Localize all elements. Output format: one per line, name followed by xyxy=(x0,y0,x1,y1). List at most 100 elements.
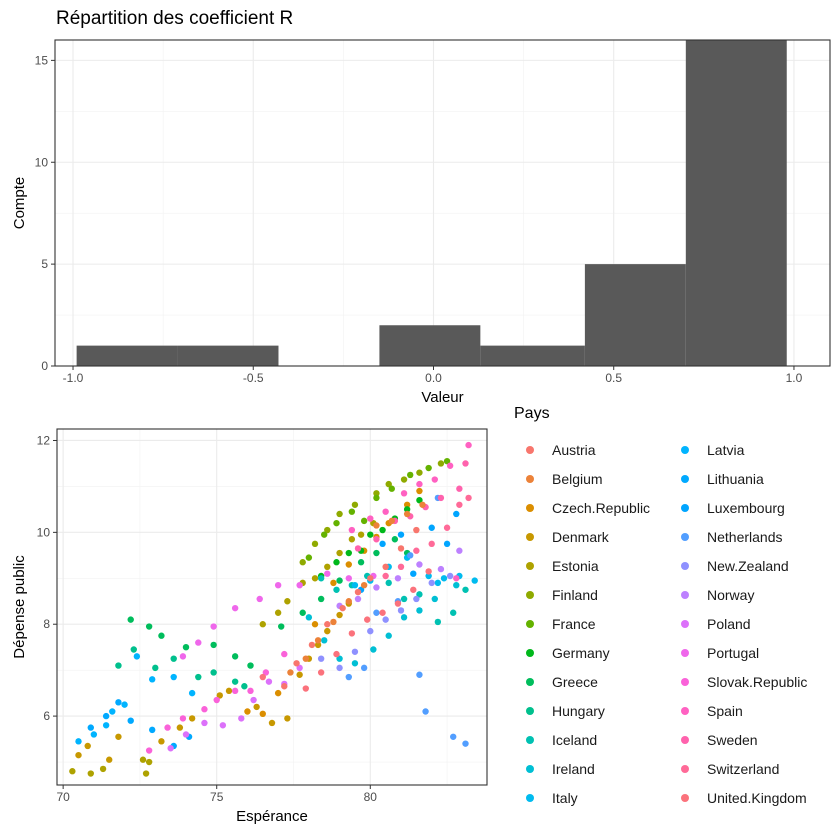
x-tick-label: 80 xyxy=(364,790,378,804)
scatter-point xyxy=(450,609,457,616)
scatter-point xyxy=(152,664,159,672)
scatter-point xyxy=(274,581,282,589)
legend-item: Hungary xyxy=(514,701,605,721)
scatter-point xyxy=(210,623,217,630)
scatter-point xyxy=(364,616,371,623)
scatter-point xyxy=(133,653,141,660)
scatter-point xyxy=(145,758,153,766)
scatter-point xyxy=(465,494,472,502)
legend-label: Austria xyxy=(552,442,596,458)
scatter-point xyxy=(314,637,322,644)
scatter-point xyxy=(407,471,414,479)
histogram-bar xyxy=(480,345,585,366)
scatter-point xyxy=(317,669,325,676)
scatter-point xyxy=(360,517,368,525)
scatter-point xyxy=(397,563,405,571)
scatter-point xyxy=(87,770,94,777)
scatter-point xyxy=(336,611,343,619)
scatter-point xyxy=(388,517,395,525)
scatter-point xyxy=(351,648,359,655)
scatter-point xyxy=(69,768,76,775)
scatter-point xyxy=(367,627,374,635)
scatter-point xyxy=(453,581,460,589)
scatter-point xyxy=(367,515,374,522)
legend-item: Greece xyxy=(514,672,598,692)
scatter-point xyxy=(351,501,359,508)
scatter-point xyxy=(416,480,423,488)
scatter-point xyxy=(336,664,343,672)
legend-label: Switzerland xyxy=(707,761,780,777)
legend-item: United.Kingdom xyxy=(669,788,807,808)
legend-key xyxy=(526,591,534,599)
scatter-point xyxy=(176,724,184,731)
scatter-point xyxy=(90,731,98,738)
scatter-point xyxy=(284,598,291,605)
legend-label: Latvia xyxy=(707,442,745,458)
scatter-point xyxy=(281,683,288,690)
legend-key xyxy=(526,446,534,454)
scatter-point xyxy=(241,683,248,690)
scatter-point xyxy=(348,536,356,543)
scatter-point xyxy=(324,563,331,571)
scatter-point xyxy=(453,510,460,518)
scatter-point xyxy=(400,490,408,497)
scatter-point xyxy=(336,549,343,557)
x-axis-title: Valeur xyxy=(421,389,463,406)
scatter-point xyxy=(321,531,328,538)
y-tick-label: 10 xyxy=(35,155,49,169)
scatter-point xyxy=(431,476,438,483)
scatter-point xyxy=(416,469,423,476)
scatter-point xyxy=(348,630,356,637)
scatter-point xyxy=(75,738,82,745)
scatter-point xyxy=(413,526,420,534)
histogram-title: Répartition des coefficient R xyxy=(56,8,294,29)
legend-item: Poland xyxy=(669,614,751,634)
scatter-point xyxy=(145,747,153,754)
scatter-point xyxy=(145,623,153,630)
scatter-point xyxy=(443,457,451,465)
scatter-point xyxy=(281,650,288,658)
scatter-point xyxy=(182,643,190,651)
scatter-point xyxy=(231,604,239,612)
scatter-point xyxy=(428,524,435,531)
scatter-point xyxy=(109,708,116,715)
scatter-point xyxy=(231,687,239,695)
scatter-point xyxy=(345,673,352,681)
scatter-point xyxy=(428,579,435,587)
scatter-point xyxy=(250,696,257,704)
scatter-point xyxy=(179,715,187,722)
legend-key xyxy=(526,620,534,628)
scatter-point xyxy=(333,650,340,658)
legend-item: Belgium xyxy=(514,469,603,489)
scatter-point xyxy=(425,568,432,575)
scatter-point xyxy=(382,616,389,623)
legend-item: Iceland xyxy=(514,730,597,750)
scatter-point xyxy=(379,609,386,616)
y-tick-label: 10 xyxy=(37,525,51,539)
y-tick-label: 8 xyxy=(43,617,50,631)
scatter-point xyxy=(360,581,368,589)
legend-item: Latvia xyxy=(669,440,744,460)
scatter-point xyxy=(244,708,251,715)
scatter-point xyxy=(440,575,448,582)
legend-item: Estonia xyxy=(514,556,599,576)
scatter-point xyxy=(465,441,472,449)
scatter-point xyxy=(317,575,325,582)
legend-key xyxy=(681,562,689,570)
legend-item: Denmark xyxy=(514,527,609,547)
scatter-point xyxy=(456,485,463,492)
legend-item: Finland xyxy=(514,585,598,605)
scatter-point xyxy=(360,664,368,672)
x-tick-label: -1.0 xyxy=(63,371,84,385)
scatter-point xyxy=(382,572,389,580)
legend-key xyxy=(526,504,534,512)
scatter-point xyxy=(345,561,352,568)
legend-key xyxy=(526,678,534,686)
legend-label: Ireland xyxy=(552,761,595,777)
scatter-point xyxy=(311,575,319,582)
scatter-point xyxy=(299,559,306,566)
scatter-point xyxy=(296,671,303,678)
scatter-point xyxy=(462,586,469,593)
y-tick-label: 12 xyxy=(37,433,51,447)
